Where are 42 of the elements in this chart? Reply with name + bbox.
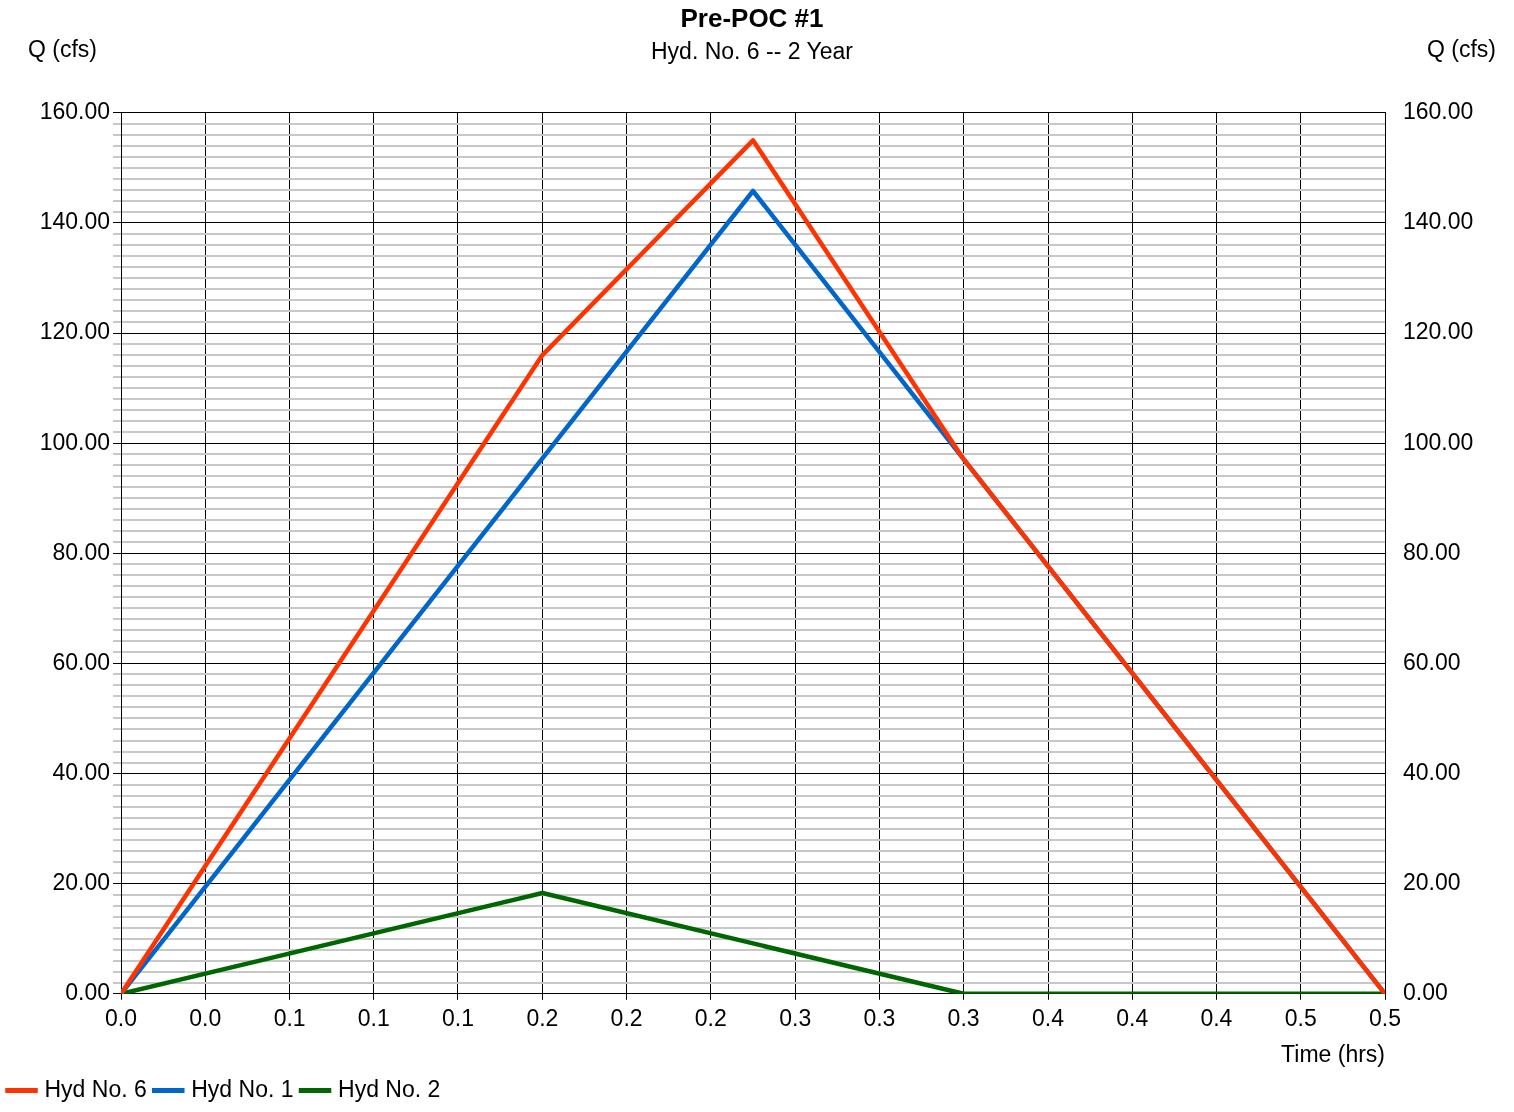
y2-tick-label: 60.00: [1403, 648, 1461, 675]
x-tick-label: 0.1: [357, 1004, 390, 1031]
y-tick-label: 80.00: [52, 538, 110, 565]
x-tick-label: 0.5: [1369, 1004, 1401, 1031]
x-tick-label: 0.2: [526, 1004, 559, 1031]
y2-tick-label: 120.00: [1403, 318, 1474, 345]
legend-label: Hyd No. 1: [191, 1075, 294, 1102]
y-tick-label: 0.00: [65, 979, 110, 1006]
y2-tick-label: 20.00: [1403, 869, 1461, 896]
y-axis-title: Q (cfs): [28, 36, 97, 63]
legend-label: Hyd No. 6: [44, 1075, 147, 1102]
y-tick-label: 140.00: [39, 208, 110, 235]
x-tick-label: 0.4: [1116, 1004, 1149, 1031]
y2-tick-label: 40.00: [1403, 758, 1461, 785]
x-tick-label: 0.0: [189, 1004, 222, 1031]
x-tick-label: 0.3: [863, 1004, 896, 1031]
y2-tick-label: 100.00: [1403, 428, 1474, 455]
x-tick-label: 0.4: [1200, 1004, 1233, 1031]
x-axis-title: Time (hrs): [1281, 1040, 1385, 1067]
y2-axis-title: Q (cfs): [1427, 36, 1496, 63]
x-tick-label: 0.3: [779, 1004, 812, 1031]
chart-subtitle: Hyd. No. 6 -- 2 Year: [651, 38, 854, 65]
y2-tick-label: 0.00: [1403, 979, 1448, 1006]
x-tick-label: 0.2: [610, 1004, 643, 1031]
y-tick-label: 40.00: [52, 758, 110, 785]
y2-tick-label: 80.00: [1403, 538, 1461, 565]
x-tick-label: 0.1: [273, 1004, 306, 1031]
x-tick-label: 0.1: [441, 1004, 474, 1031]
y-tick-label: 120.00: [39, 318, 110, 345]
x-tick-label: 0.0: [105, 1004, 137, 1031]
chart-title: Pre-POC #1: [680, 2, 824, 33]
y2-tick-label: 160.00: [1403, 98, 1474, 125]
x-tick-label: 0.3: [947, 1004, 980, 1031]
legend-label: Hyd No. 2: [338, 1075, 441, 1102]
y-tick-label: 100.00: [39, 428, 110, 455]
y-tick-label: 60.00: [52, 648, 110, 675]
y-tick-label: 20.00: [52, 869, 110, 896]
x-tick-label: 0.2: [694, 1004, 727, 1031]
x-tick-label: 0.5: [1284, 1004, 1317, 1031]
x-tick-label: 0.4: [1032, 1004, 1065, 1031]
y2-tick-label: 140.00: [1403, 208, 1474, 235]
y-tick-label: 160.00: [39, 98, 110, 125]
